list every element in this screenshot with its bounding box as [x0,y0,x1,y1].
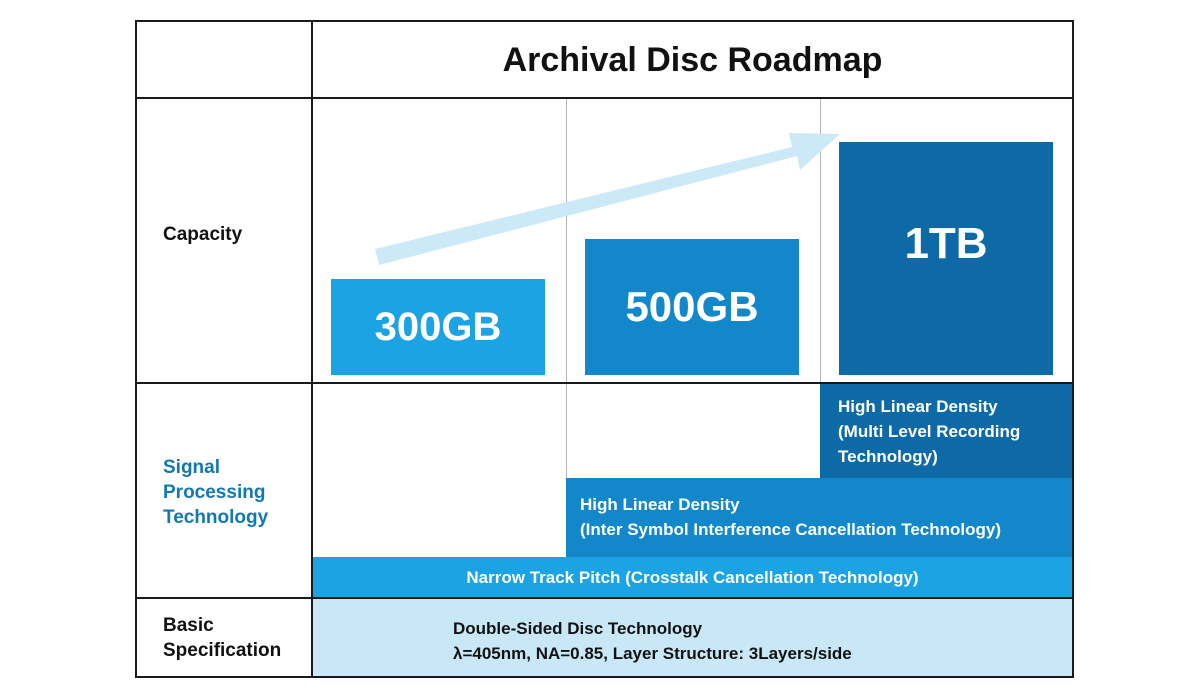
growth-arrow [375,133,840,265]
band-narrow-track-pitch: Narrow Track Pitch (Crosstalk Cancellati… [313,557,1072,597]
basic-spec-line-1: Double-Sided Disc Technology [453,619,703,638]
band-multi-level-recording: High Linear Density (Multi Level Recordi… [820,384,1072,478]
roadmap-frame [135,20,1074,678]
band-isi-line-1: High Linear Density [580,495,740,514]
capacity-divider [135,382,1074,384]
row-label-capacity: Capacity [163,224,243,245]
band-multi-level-line-2: (Multi Level Recording [838,422,1021,441]
capacity-box-1tb: 1TB [839,142,1053,375]
band-inter-symbol-interference: High Linear Density (Inter Symbol Interf… [566,478,1072,557]
label-column-divider [311,20,313,678]
basic-spec-line-2: λ=405nm, NA=0.85, Layer Structure: 3Laye… [453,644,852,663]
capacity-box-300gb: 300GB [331,279,545,375]
band-multi-level-line-1: High Linear Density [838,397,998,416]
header-divider [135,97,1074,99]
band-isi-line-2: (Inter Symbol Interference Cancellation … [580,520,1001,539]
row-label-signal-processing: Signal Processing Technology [163,457,269,528]
band-multi-level-line-3: Technology) [838,447,938,466]
basic-specification-box: Double-Sided Disc Technology λ=405nm, NA… [313,599,1072,676]
signal-divider [135,597,1074,599]
capacity-box-500gb: 500GB [585,239,799,375]
column-divider-1 [566,99,567,382]
row-label-basic-specification: Basic Specification [163,615,282,661]
column-divider-3 [566,384,567,478]
diagram-title: Archival Disc Roadmap [502,40,883,79]
column-divider-2 [820,99,821,382]
